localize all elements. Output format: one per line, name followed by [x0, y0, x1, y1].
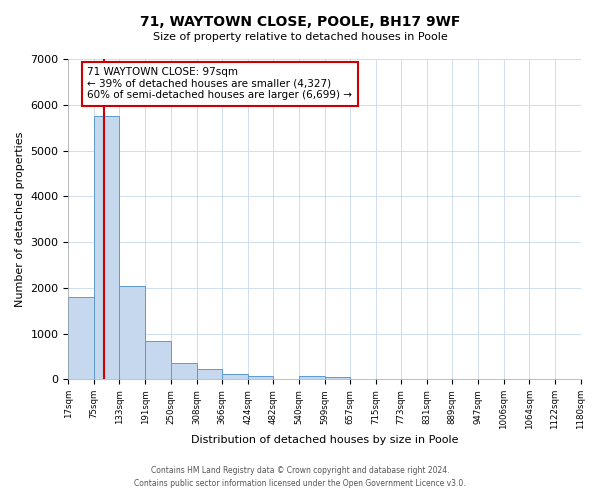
- Bar: [222, 374, 248, 380]
- Text: 71, WAYTOWN CLOSE, POOLE, BH17 9WF: 71, WAYTOWN CLOSE, POOLE, BH17 9WF: [140, 15, 460, 29]
- Bar: [68, 297, 94, 380]
- Bar: [119, 286, 145, 380]
- Bar: [145, 341, 171, 380]
- Text: Size of property relative to detached houses in Poole: Size of property relative to detached ho…: [152, 32, 448, 42]
- Y-axis label: Number of detached properties: Number of detached properties: [15, 132, 25, 307]
- Bar: [325, 377, 350, 380]
- Bar: [197, 370, 222, 380]
- X-axis label: Distribution of detached houses by size in Poole: Distribution of detached houses by size …: [191, 435, 458, 445]
- Bar: [171, 363, 197, 380]
- Text: Contains HM Land Registry data © Crown copyright and database right 2024.
Contai: Contains HM Land Registry data © Crown c…: [134, 466, 466, 487]
- Bar: [94, 116, 119, 380]
- Bar: [248, 376, 273, 380]
- Bar: [299, 376, 325, 380]
- Text: 71 WAYTOWN CLOSE: 97sqm
← 39% of detached houses are smaller (4,327)
60% of semi: 71 WAYTOWN CLOSE: 97sqm ← 39% of detache…: [88, 67, 352, 100]
